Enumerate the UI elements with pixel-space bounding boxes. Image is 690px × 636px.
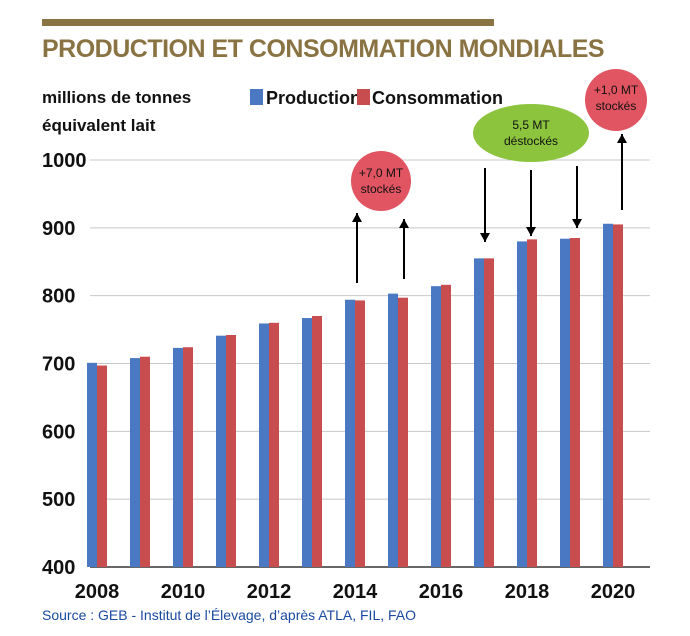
x-tick-label: 2010 <box>161 581 206 603</box>
x-tick-label: 2018 <box>505 581 550 603</box>
bar-production-2020 <box>603 223 613 567</box>
bar-production-2019 <box>560 238 570 568</box>
unit-label-line2: équivalent lait <box>42 116 156 135</box>
annotation-bubble-stocked-2020: +1,0 MT stockés <box>585 69 647 131</box>
bar-consommation-2020 <box>613 224 623 568</box>
x-tick-label: 2020 <box>591 581 636 603</box>
y-tick-label: 800 <box>42 286 75 308</box>
arrow-head <box>526 227 536 236</box>
arrow-head <box>480 233 490 242</box>
bar-production-2018 <box>517 241 527 567</box>
legend-label-production: Production <box>266 88 361 108</box>
annotation-1-line2: stockés <box>361 182 402 196</box>
bar-production-2011 <box>216 335 226 567</box>
title-bar <box>42 19 494 26</box>
bar-consommation-2018 <box>527 239 537 568</box>
bar-consommation-2013 <box>312 316 322 567</box>
bar-production-2013 <box>302 318 312 567</box>
annotation-3-line2: stockés <box>596 99 637 113</box>
unit-label-line1: millions de tonnes <box>42 88 191 107</box>
annotation-2-line2: déstockés <box>504 134 558 148</box>
annotation-bubble-stocked-2014: +7,0 MT stockés <box>351 151 411 211</box>
bar-consommation-2012 <box>269 322 279 567</box>
y-tick-label: 400 <box>42 557 75 579</box>
arrow-head <box>617 134 627 143</box>
annotation-1-line1: +7,0 MT <box>359 166 404 180</box>
y-tick-label: 1000 <box>42 150 87 172</box>
bar-consommation-2009 <box>140 356 150 567</box>
annotation-circle-1 <box>351 151 411 211</box>
legend: Production Consommation <box>250 88 503 108</box>
bar-consommation-2016 <box>441 284 451 567</box>
source-note: Source : GEB - Institut de l’Élevage, d’… <box>42 607 416 623</box>
bar-production-2014 <box>345 299 355 567</box>
annotation-bubble-destocked-2018: 5,5 MT déstockés <box>473 104 589 162</box>
bar-consommation-2015 <box>398 297 408 567</box>
annotation-arrows <box>352 134 627 283</box>
legend-swatch-consommation <box>357 89 370 105</box>
annotation-circle-2 <box>473 104 589 162</box>
bar-consommation-2008 <box>97 365 107 567</box>
bar-consommation-2010 <box>183 347 193 567</box>
x-axis-ticks: 2008 2010 2012 2014 2016 2018 2020 <box>75 581 636 603</box>
annotation-circle-3 <box>585 69 647 131</box>
bar-production-2010 <box>173 347 183 567</box>
bar-consommation-2011 <box>226 335 236 567</box>
bar-production-2017 <box>474 258 484 567</box>
bar-production-2012 <box>259 323 269 567</box>
y-tick-label: 600 <box>42 421 75 443</box>
x-tick-label: 2016 <box>419 581 464 603</box>
x-tick-label: 2008 <box>75 581 120 603</box>
legend-swatch-production <box>250 89 263 105</box>
bar-production-2008 <box>87 362 97 567</box>
bar-production-2009 <box>130 358 140 567</box>
y-tick-label: 500 <box>42 489 75 511</box>
legend-label-consommation: Consommation <box>372 88 503 108</box>
arrow-head <box>399 219 409 228</box>
bar-consommation-2019 <box>570 238 580 567</box>
arrow-head <box>572 219 582 228</box>
bar-consommation-2014 <box>355 300 365 567</box>
x-tick-label: 2012 <box>247 581 292 603</box>
arrow-head <box>352 213 362 222</box>
bars <box>87 223 623 568</box>
bar-production-2015 <box>388 293 398 567</box>
x-tick-label: 2014 <box>333 581 378 603</box>
bar-consommation-2017 <box>484 258 494 567</box>
y-axis-ticks: 400 500 600 700 800 900 1000 <box>42 150 87 579</box>
annotation-3-line1: +1,0 MT <box>594 83 639 97</box>
bar-production-2016 <box>431 286 441 567</box>
chart-title: PRODUCTION ET CONSOMMATION MONDIALES <box>42 35 604 63</box>
y-tick-label: 700 <box>42 354 75 376</box>
y-tick-label: 900 <box>42 218 75 240</box>
annotation-2-line1: 5,5 MT <box>512 118 550 132</box>
